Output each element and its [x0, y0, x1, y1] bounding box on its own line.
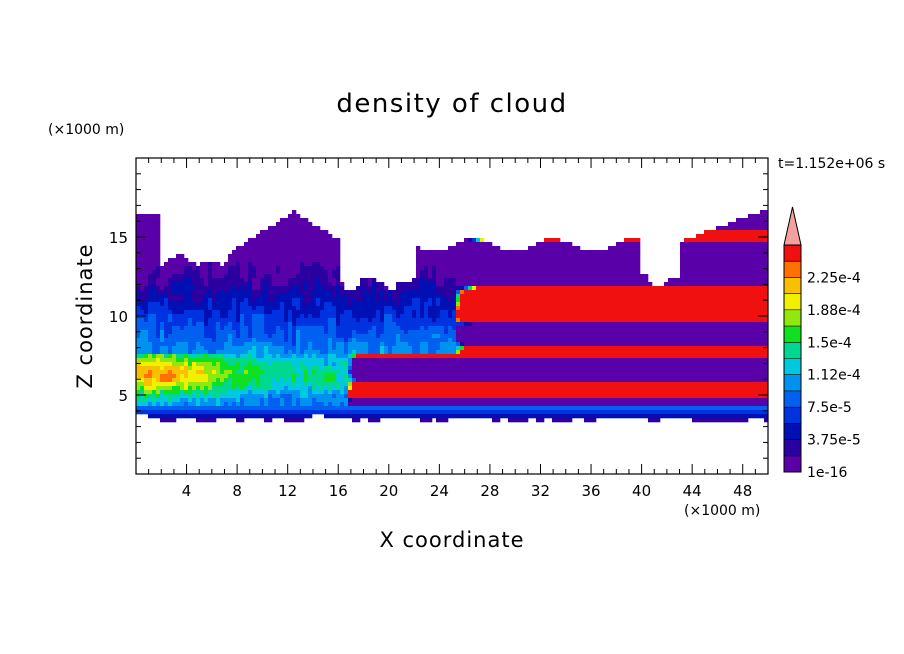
colorbar-segment	[784, 326, 801, 343]
x-tick-label: 4	[182, 482, 192, 500]
chart-title: density of cloud	[336, 89, 567, 119]
x-unit-label: (×1000 m)	[684, 503, 760, 519]
x-axis-label: X coordinate	[379, 528, 524, 552]
colorbar-segment	[784, 407, 801, 424]
colorbar-extend-arrow	[783, 206, 802, 246]
colorbar-segment	[784, 309, 801, 327]
colorbar: 1e-16 3.75e-5 7.5e-5 1.12e-4 1.5e-4 1.88e-4 2.…	[783, 206, 861, 481]
x-tick-label: 28	[480, 482, 499, 500]
y-tick-label: 5	[118, 387, 128, 405]
density-heatmap	[136, 158, 769, 474]
y-tick-label: 10	[109, 308, 128, 326]
colorbar-label: 7.5e-5	[807, 400, 852, 416]
colorbar-label: 3.75e-5	[807, 433, 861, 449]
colorbar-segment	[784, 293, 801, 311]
colorbar-segment	[784, 374, 801, 392]
colorbar-segment	[784, 245, 801, 262]
x-tick-label: 36	[581, 482, 600, 500]
colorbar-label: 1.5e-4	[807, 335, 852, 351]
x-tick-label: 20	[379, 482, 398, 500]
y-tick-label: 15	[109, 229, 128, 247]
x-tick-label: 12	[278, 482, 297, 500]
x-tick-label: 16	[329, 482, 348, 500]
colorbar-label: 2.25e-4	[807, 270, 861, 286]
x-tick-label: 40	[632, 482, 651, 500]
x-tick-label: 44	[683, 482, 702, 500]
colorbar-label: 1.88e-4	[807, 303, 861, 319]
colorbar-label: 1.12e-4	[807, 368, 861, 384]
x-tick-label: 24	[430, 482, 449, 500]
colorbar-segment	[784, 261, 801, 278]
x-tick-label: 8	[232, 482, 242, 500]
colorbar-label: 1e-16	[807, 465, 847, 481]
colorbar-segment	[784, 423, 801, 440]
colorbar-segment	[784, 390, 801, 408]
y-axis-label: Z coordinate	[73, 243, 97, 388]
x-tick-label: 48	[733, 482, 752, 500]
x-tick-label: 32	[531, 482, 550, 500]
colorbar-segment	[784, 358, 801, 376]
colorbar-segment	[784, 342, 801, 359]
x-axis-ticks: 4 8 12 16 20 24 28 32 36 40 44 48	[148, 158, 756, 500]
time-label: t=1.152e+06 s	[778, 156, 885, 172]
colorbar-segment	[784, 455, 801, 473]
colorbar-segment	[784, 439, 801, 457]
y-axis-ticks: 5 10 15	[109, 173, 768, 459]
colorbar-segment	[784, 277, 801, 295]
y-unit-label: (×1000 m)	[48, 122, 124, 138]
